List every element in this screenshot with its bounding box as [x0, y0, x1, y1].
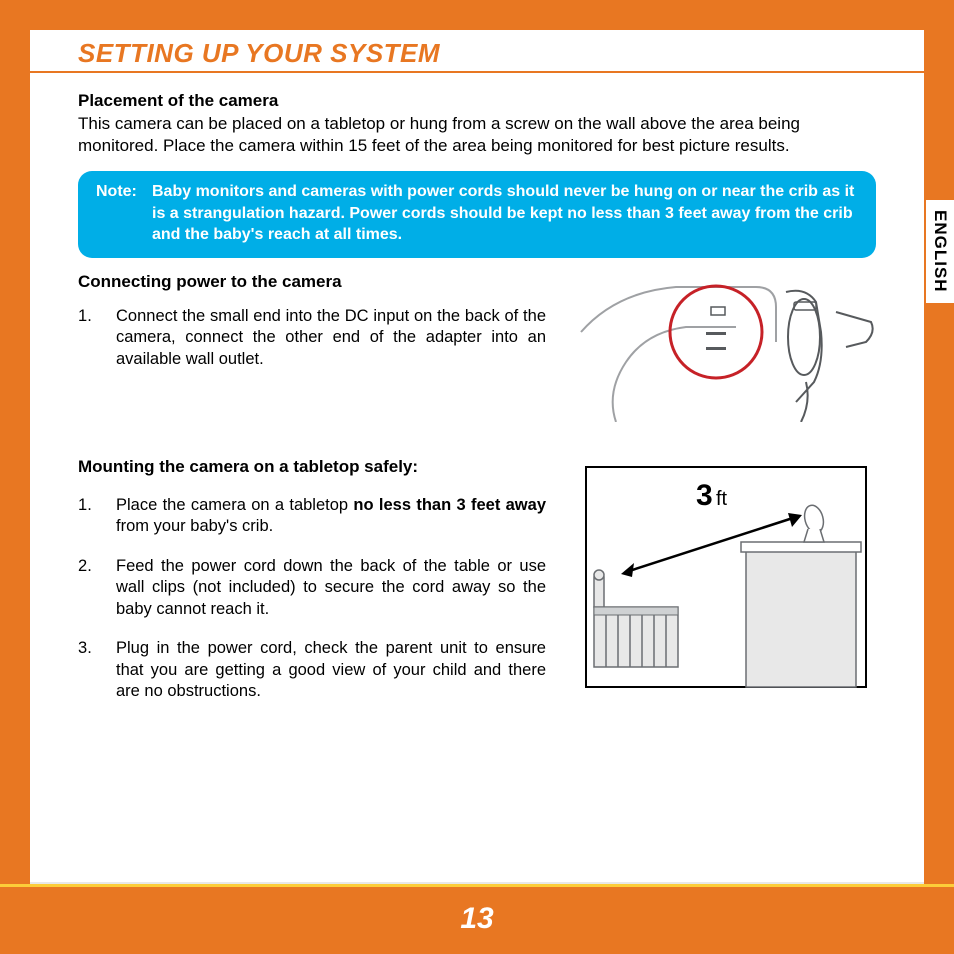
page-number: 13 — [460, 902, 493, 935]
section3-row: Mounting the camera on a tabletop safely… — [78, 457, 876, 721]
step-bold: no less than 3 feet away — [353, 496, 546, 514]
header: SETTING UP YOUR SYSTEM — [30, 38, 924, 73]
section2-row: Connecting power to the camera Connect t… — [78, 272, 876, 427]
list-item: Plug in the power cord, check the parent… — [78, 638, 546, 702]
step-text: Plug in the power cord, check the parent… — [116, 639, 546, 700]
step-text: from your baby's crib. — [116, 517, 273, 535]
distance-number: 3 — [696, 479, 713, 512]
language-tab: ENGLISH — [926, 200, 954, 303]
section1-heading: Placement of the camera — [78, 91, 876, 111]
section3-heading: Mounting the camera on a tabletop safely… — [78, 457, 546, 477]
list-item: Connect the small end into the DC input … — [78, 306, 546, 370]
illustration-1 — [576, 272, 876, 427]
step-text: Feed the power cord down the back of the… — [116, 557, 546, 618]
section1-body: This camera can be placed on a tabletop … — [78, 113, 876, 157]
tabletop-distance-illustration: 3 ft — [576, 457, 876, 697]
page-title: SETTING UP YOUR SYSTEM — [30, 38, 924, 69]
note-body: Baby monitors and cameras with power cor… — [152, 181, 858, 246]
note-label: Note: — [96, 181, 152, 246]
note-box: Note: Baby monitors and cameras with pow… — [78, 171, 876, 258]
illustration-2: 3 ft — [576, 457, 876, 721]
list-item: Place the camera on a tabletop no less t… — [78, 495, 546, 538]
section2-text: Connecting power to the camera Connect t… — [78, 272, 546, 427]
list-item: Feed the power cord down the back of the… — [78, 556, 546, 620]
step-text: Place the camera on a tabletop — [116, 496, 353, 514]
section2-heading: Connecting power to the camera — [78, 272, 546, 292]
section3-text: Mounting the camera on a tabletop safely… — [78, 457, 546, 721]
section3-list: Place the camera on a tabletop no less t… — [78, 495, 546, 703]
content: Placement of the camera This camera can … — [30, 73, 924, 720]
distance-unit: ft — [716, 488, 728, 510]
footer: 13 — [0, 884, 954, 954]
page: SETTING UP YOUR SYSTEM ENGLISH Placement… — [30, 30, 924, 884]
camera-dc-input-illustration — [576, 272, 876, 422]
section2-list: Connect the small end into the DC input … — [78, 306, 546, 370]
